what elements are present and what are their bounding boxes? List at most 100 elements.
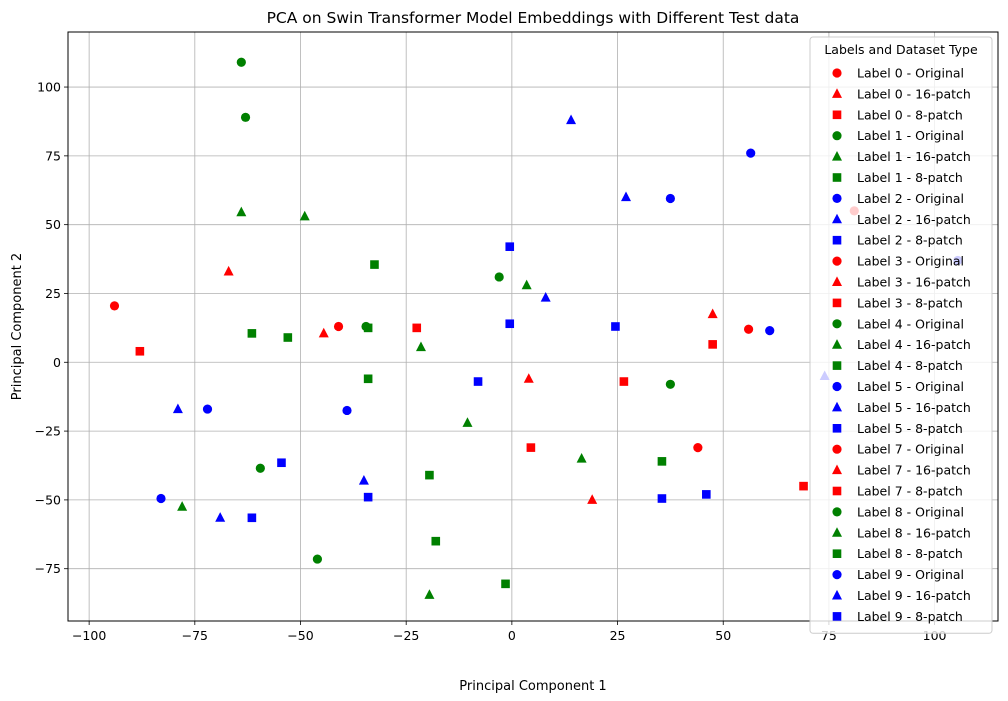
legend-label: Label 5 - Original [857, 379, 964, 394]
legend-marker [832, 612, 842, 621]
legend-marker [832, 549, 842, 558]
legend-marker [832, 235, 842, 245]
legend-item: Label 7 - 8-patch [832, 484, 963, 499]
legend-marker [832, 589, 842, 600]
scatter-point [501, 579, 510, 589]
y-axis-label: Principal Component 2 [10, 253, 25, 400]
legend-label: Label 7 - 8-patch [857, 484, 963, 499]
scatter-point [109, 301, 120, 311]
legend-marker [832, 381, 842, 392]
scatter-point [358, 475, 369, 485]
legend-marker [832, 464, 842, 475]
x-tick-label: 0 [508, 628, 516, 643]
y-tick-label: −75 [35, 561, 61, 576]
legend-item: Label 9 - 16-patch [832, 588, 971, 603]
scatter-point [363, 323, 373, 333]
scatter-point [611, 322, 620, 331]
scatter-point [333, 321, 344, 332]
legend-marker [832, 424, 842, 433]
legend-label: Label 7 - 16-patch [857, 463, 971, 478]
legend-marker [832, 173, 842, 182]
y-tick-label: 100 [37, 80, 61, 95]
legend-label: Label 3 - Original [857, 254, 964, 269]
legend-marker [832, 256, 842, 266]
chart-title: PCA on Swin Transformer Model Embeddings… [267, 9, 800, 27]
legend-marker [832, 276, 842, 286]
legend-marker [832, 193, 842, 203]
plot-area [67, 31, 999, 622]
scatter-point [415, 341, 426, 352]
legend-item: Label 0 - 8-patch [832, 107, 963, 122]
legend-item: Label 8 - 16-patch [832, 525, 971, 540]
legend-item: Label 3 - 16-patch [832, 275, 971, 290]
scatter-point [172, 403, 183, 414]
legend-label: Label 4 - 8-patch [857, 358, 963, 373]
scatter-point [135, 346, 145, 356]
scatter-point [462, 417, 473, 427]
legend-marker [832, 88, 842, 98]
scatter-point [370, 260, 379, 269]
scatter-point [619, 377, 629, 386]
legend-label: Label 8 - 8-patch [857, 546, 963, 561]
scatter-point [215, 512, 226, 522]
scatter-point [425, 470, 434, 480]
legend-marker [832, 151, 842, 161]
legend-item: Label 5 - 8-patch [832, 421, 963, 436]
legend-label: Label 9 - 8-patch [857, 609, 963, 624]
legend-item: Label 0 - 16-patch [832, 86, 971, 101]
legend-label: Label 2 - Original [857, 191, 964, 206]
y-tick-label: −25 [35, 424, 61, 439]
legend-marker [832, 401, 842, 412]
scatter-point [746, 148, 756, 158]
scatter-point [342, 405, 352, 416]
scatter-point [156, 493, 166, 504]
scatter-point [657, 494, 667, 503]
legend-item: Label 2 - 8-patch [832, 233, 963, 248]
scatter-point [743, 324, 754, 334]
legend-item: Label 9 - 8-patch [832, 609, 963, 624]
scatter-point [707, 308, 718, 319]
legend-label: Label 7 - Original [857, 442, 964, 457]
scatter-point [576, 453, 587, 463]
scatter-point [566, 114, 577, 125]
scatter-point [523, 373, 534, 383]
scatter-point [223, 265, 234, 276]
x-tick-label: −100 [72, 628, 106, 643]
scatter-point [473, 377, 483, 386]
legend-item: Label 3 - 8-patch [832, 295, 963, 310]
scatter-point [540, 292, 551, 302]
legend-label: Label 1 - Original [857, 128, 964, 143]
legend: Labels and Dataset Type Label 0 - Origin… [809, 36, 993, 634]
legend-items: Label 0 - Original Label 0 - 16-patch Labe… [832, 66, 971, 624]
scatter-point [665, 379, 675, 389]
scatter-point [412, 323, 422, 333]
axis-ticks: −100 −75 −50 −25 0 25 50 75 100−75−50−2502550751… [35, 80, 947, 643]
legend-item: Label 4 - 8-patch [832, 358, 963, 373]
scatter-point [363, 374, 373, 384]
x-axis-label: Principal Component 1 [459, 679, 606, 694]
legend-marker [832, 507, 842, 517]
legend-label: Label 1 - 8-patch [857, 170, 963, 185]
legend-item: Label 3 - Original [832, 254, 964, 269]
scatter-point [587, 494, 598, 504]
scatter-point [505, 242, 515, 251]
legend-title: Labels and Dataset Type [824, 42, 978, 57]
legend-item: Label 8 - 8-patch [832, 546, 963, 561]
scatter-point [665, 193, 675, 204]
y-tick-label: 25 [45, 286, 61, 301]
legend-label: Label 0 - 16-patch [857, 86, 971, 101]
legend-marker [832, 339, 842, 349]
scatter-point [505, 319, 515, 329]
scatter-point [363, 492, 373, 502]
scatter-point [255, 463, 265, 473]
legend-item: Label 8 - Original [832, 504, 964, 519]
legend-item: Label 7 - 16-patch [832, 463, 971, 478]
scatter-point [247, 329, 257, 338]
legend-item: Label 9 - Original [832, 567, 964, 582]
legend-marker [832, 486, 842, 496]
legend-marker [832, 444, 842, 454]
legend-item: Label 1 - 16-patch [832, 149, 971, 164]
y-tick-label: 50 [45, 217, 61, 232]
x-tick-label: −50 [287, 628, 313, 643]
y-tick-label: −50 [35, 492, 61, 507]
